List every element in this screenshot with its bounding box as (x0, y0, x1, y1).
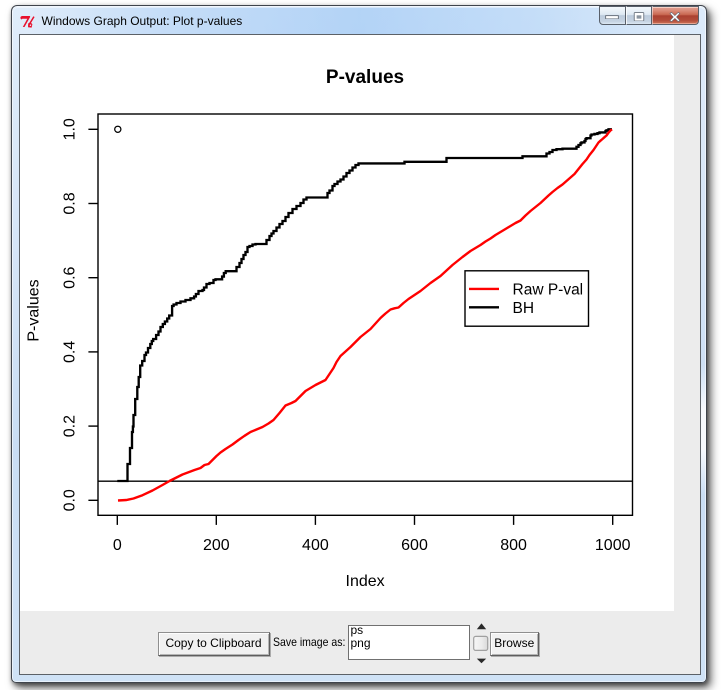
svg-text:1.0: 1.0 (61, 118, 78, 140)
svg-text:Raw P-val: Raw P-val (512, 282, 583, 299)
svg-text:1000: 1000 (594, 537, 630, 554)
svg-text:0.0: 0.0 (61, 489, 78, 511)
svg-text:0.4: 0.4 (61, 341, 78, 363)
svg-text:200: 200 (202, 537, 229, 554)
svg-text:0.8: 0.8 (61, 192, 78, 214)
svg-text:Index: Index (345, 573, 384, 590)
svg-text:0: 0 (112, 537, 121, 554)
svg-text:400: 400 (302, 537, 329, 554)
svg-text:600: 600 (401, 537, 428, 554)
svg-text:0.6: 0.6 (61, 266, 78, 288)
svg-text:0.2: 0.2 (61, 415, 78, 437)
svg-text:P-values: P-values (25, 279, 42, 341)
svg-text:BH: BH (512, 300, 534, 317)
svg-text:800: 800 (500, 537, 527, 554)
svg-text:P-values: P-values (325, 67, 403, 88)
